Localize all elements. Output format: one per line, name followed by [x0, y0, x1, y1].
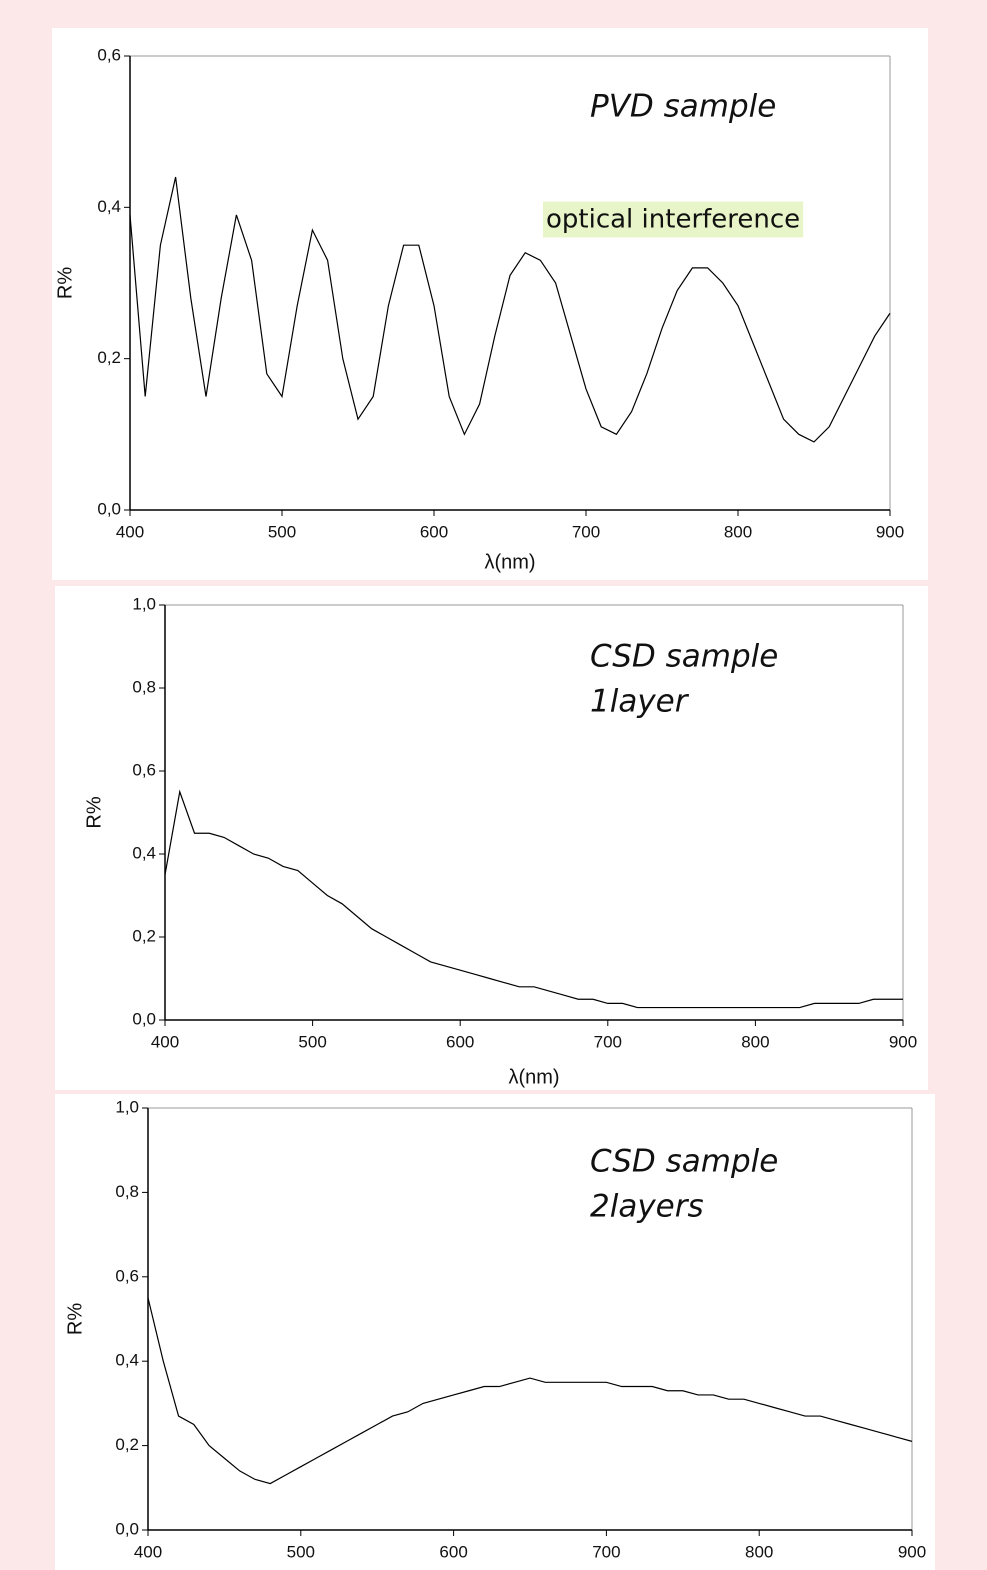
x-tick-label: 600	[439, 1542, 467, 1561]
y-tick-label: 1,0	[132, 594, 156, 613]
line	[129, 176, 891, 443]
x-tick-label: 900	[889, 1032, 917, 1051]
x-tick-label: 400	[151, 1032, 179, 1051]
y-tick-label: 0,4	[97, 197, 121, 216]
x-tick-label: 400	[134, 1542, 162, 1561]
y-tick-label: 0,2	[97, 348, 121, 367]
x-tick-label: 800	[724, 522, 752, 541]
x-axis-label: λ(nm)	[484, 551, 535, 573]
y-tick-label: 0,0	[97, 499, 121, 518]
x-tick-label: 700	[592, 1542, 620, 1561]
x-tick-label: 500	[298, 1032, 326, 1051]
panel	[55, 1094, 935, 1570]
annotation: 2layers	[590, 1189, 704, 1225]
x-tick-label: 700	[594, 1032, 622, 1051]
x-tick-label: 700	[572, 522, 600, 541]
highlight	[543, 201, 804, 238]
panel	[55, 586, 928, 1090]
x-tick-label: 900	[876, 522, 904, 541]
y-tick-label: 0,8	[132, 677, 156, 696]
y-tick-label: 0,6	[115, 1266, 139, 1285]
x-tick-label: 900	[898, 1542, 926, 1561]
y-tick-label: 1,0	[115, 1097, 139, 1116]
x-tick-label: 800	[745, 1542, 773, 1561]
y-tick-label: 0,0	[115, 1519, 139, 1538]
y-tick-label: 0,2	[132, 926, 156, 945]
x-axis-label: λ(nm)	[508, 1066, 559, 1088]
annotation: 1layer	[590, 684, 690, 720]
x-tick-label: 800	[741, 1032, 769, 1051]
y-tick-label: 0,4	[115, 1351, 139, 1370]
y-axis-label: R%	[64, 1303, 86, 1335]
y-axis-label: R%	[83, 796, 105, 828]
y-tick-label: 0,4	[132, 843, 156, 862]
annotation: CSD sample	[590, 1144, 778, 1180]
y-tick-label: 0,6	[132, 760, 156, 779]
y-tick-label: 0,0	[132, 1009, 156, 1028]
y-tick-label: 0,2	[115, 1435, 139, 1454]
x-tick-label: 600	[446, 1032, 474, 1051]
line	[147, 1297, 913, 1485]
y-axis-label: R%	[54, 267, 76, 299]
x-tick-label: 500	[268, 522, 296, 541]
annotation: PVD sample	[590, 89, 776, 125]
annotation: optical interference	[546, 205, 800, 235]
line	[164, 789, 903, 1009]
annotation: CSD sample	[590, 639, 778, 675]
panel	[52, 28, 928, 580]
x-tick-label: 400	[116, 522, 144, 541]
y-tick-label: 0,8	[115, 1182, 139, 1201]
x-tick-label: 600	[420, 522, 448, 541]
x-tick-label: 500	[287, 1542, 315, 1561]
y-tick-label: 0,6	[97, 45, 121, 64]
